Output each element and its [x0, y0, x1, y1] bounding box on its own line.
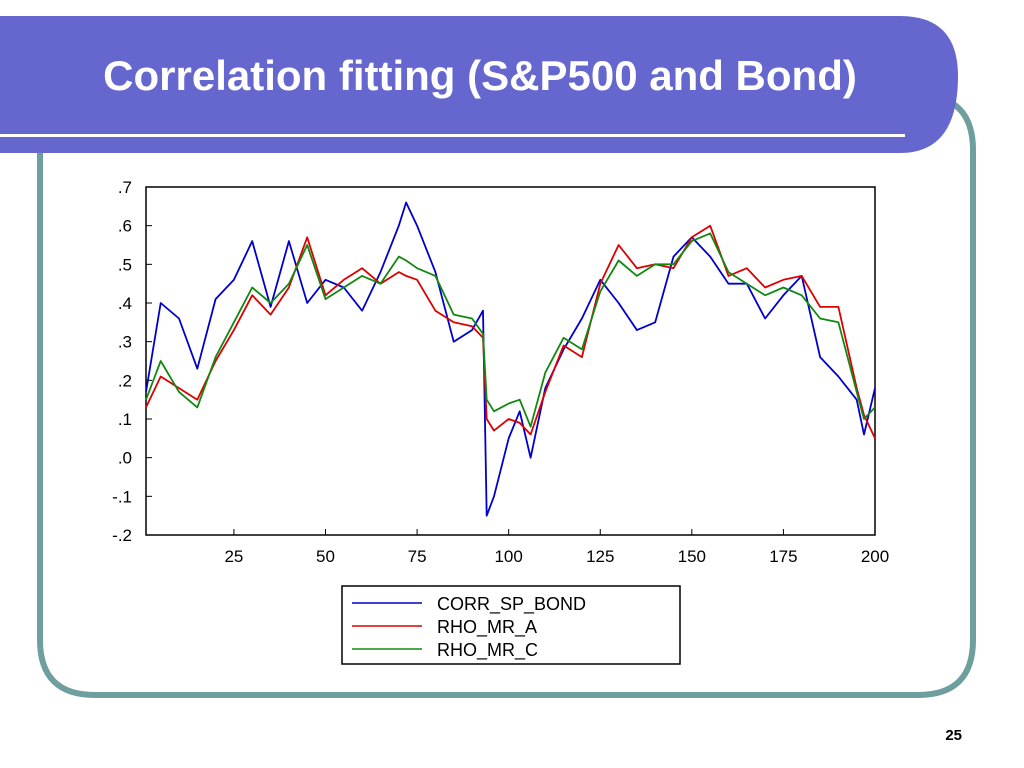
- x-axis: 25 50 75 100 125 150 175 200: [224, 529, 889, 566]
- y-tick-label: -.1: [112, 487, 132, 506]
- page-number: 25: [945, 727, 962, 744]
- series-line-rho-mr-c: [145, 232, 876, 428]
- x-tick-label: 75: [408, 547, 427, 566]
- y-axis: -.2 -.1 .0 .1 .2 .3 .4 .5 .6 .7: [112, 178, 152, 545]
- x-tick-label: 25: [224, 547, 243, 566]
- series-line-corr-sp-bond: [145, 201, 876, 517]
- x-tick-label: 200: [861, 547, 889, 566]
- series-line-rho-mr-a: [145, 224, 876, 439]
- slide-title: Correlation fitting (S&P500 and Bond): [103, 52, 857, 99]
- y-tick-label: .6: [118, 217, 132, 236]
- legend-label: RHO_MR_A: [437, 617, 537, 638]
- plot-lines: [145, 201, 876, 517]
- x-tick-label: 150: [678, 547, 706, 566]
- y-tick-label: .1: [118, 410, 132, 429]
- x-tick-label: 175: [769, 547, 797, 566]
- title-underline: [0, 134, 905, 137]
- y-tick-label: .2: [118, 371, 132, 390]
- legend-label: RHO_MR_C: [437, 640, 538, 661]
- y-tick-label: -.2: [112, 526, 132, 545]
- x-tick-label: 125: [586, 547, 614, 566]
- legend-label: CORR_SP_BOND: [437, 594, 586, 615]
- x-tick-label: 100: [494, 547, 522, 566]
- title-banner: [0, 16, 958, 153]
- y-tick-label: .5: [118, 255, 132, 274]
- x-tick-label: 50: [316, 547, 335, 566]
- y-tick-label: .7: [118, 178, 132, 197]
- y-tick-label: .0: [118, 449, 132, 468]
- legend-box: [341, 585, 681, 665]
- y-tick-label: .3: [118, 333, 132, 352]
- plot-frame: [145, 186, 876, 536]
- y-tick-label: .4: [118, 294, 132, 313]
